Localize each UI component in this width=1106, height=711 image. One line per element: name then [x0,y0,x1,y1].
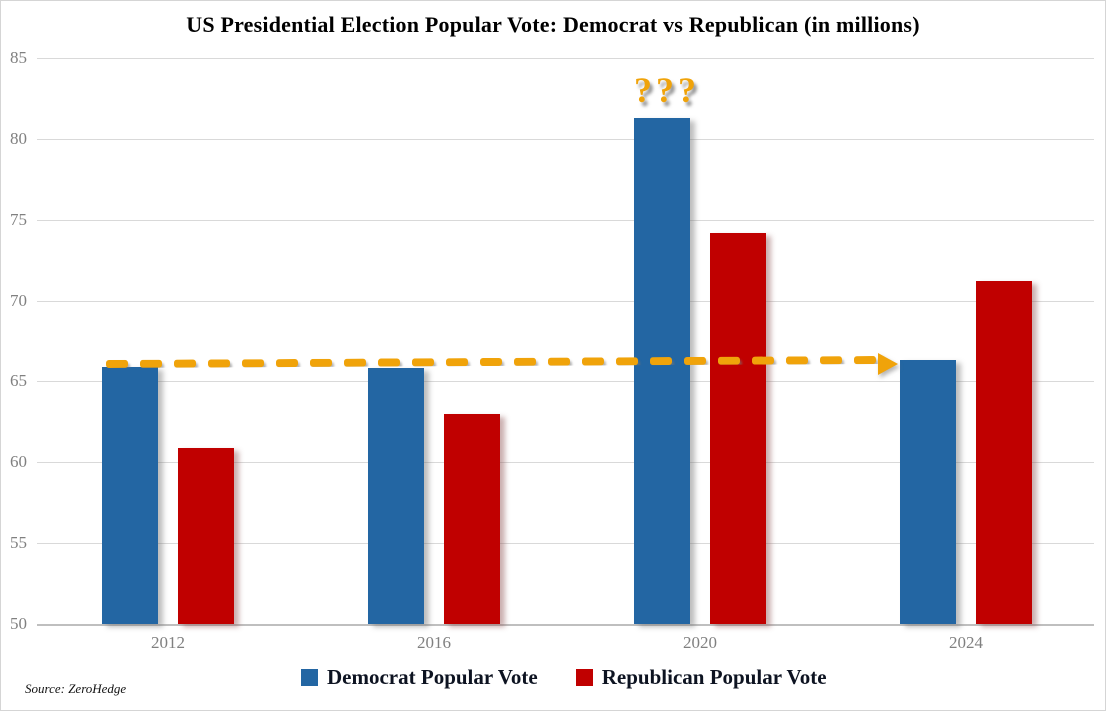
gridline-50 [37,624,1094,626]
y-tick-label-55: 55 [10,533,27,552]
democrat-swatch-icon [301,669,318,686]
y-tick-label-60: 60 [10,452,27,471]
arrow-dash [615,357,639,366]
arrow-dash [547,357,571,366]
bar-republican-2012 [178,448,234,624]
arrow-dash [207,359,231,368]
bar-republican-2024 [976,281,1032,624]
gridline-70 [37,301,1094,302]
arrow-dash [649,357,673,366]
legend-item-republican: Republican Popular Vote [575,665,827,690]
arrow-dash [241,359,265,368]
arrow-dash [581,357,605,366]
y-tick-label-75: 75 [10,210,27,229]
bar-republican-2016 [444,414,500,624]
legend-item-democrat: Democrat Popular Vote [301,665,538,690]
arrow-dash [275,358,299,368]
y-tick-label-65: 65 [10,371,27,390]
legend-label-republican: Republican Popular Vote [601,665,827,689]
x-tick-label-2024: 2024 [949,633,983,652]
arrow-dash [377,358,401,367]
arrow-dash [343,358,367,367]
gridline-80 [37,139,1094,140]
legend: Democrat Popular Vote Republican Popular… [301,665,827,690]
arrow-dash [785,356,809,365]
arrow-dash [105,359,129,368]
bar-republican-2020 [710,233,766,624]
chart-title: US Presidential Election Popular Vote: D… [186,12,920,37]
arrow-dash [683,356,707,365]
y-tick-label-50: 50 [10,614,27,633]
y-tick-label-80: 80 [10,129,27,148]
gridline-85 [37,58,1094,59]
bar-democrat-2024 [900,360,956,624]
source-note: Source: ZeroHedge [25,681,127,696]
legend-label-democrat: Democrat Popular Vote [327,665,538,689]
gridline-65 [37,381,1094,382]
x-tick-label-2020: 2020 [683,633,717,652]
question-marks-annotation: ??? [634,70,700,110]
arrow-dash [445,358,469,367]
arrow-dash [139,359,163,368]
arrow-dash [479,357,503,367]
arrow-dash [173,359,197,368]
bar-democrat-2012 [102,367,158,624]
x-tick-label-2016: 2016 [417,633,451,652]
y-tick-label-85: 85 [10,48,27,67]
arrow-dash [751,356,775,365]
arrow-dash [853,355,877,365]
arrow-dash [411,358,435,367]
x-tick-label-2012: 2012 [151,633,185,652]
gridline-60 [37,462,1094,463]
bar-democrat-2020 [634,118,690,624]
arrow-dash [717,356,741,365]
republican-swatch-icon [575,669,593,686]
arrow-dash [513,357,537,366]
arrow-dash [819,356,843,365]
y-tick-label-70: 70 [10,291,27,310]
bar-democrat-2016 [368,368,424,624]
gridline-75 [37,220,1094,221]
gridline-55 [37,543,1094,544]
arrow-dash [309,358,333,367]
arrow-head-icon [878,353,898,375]
